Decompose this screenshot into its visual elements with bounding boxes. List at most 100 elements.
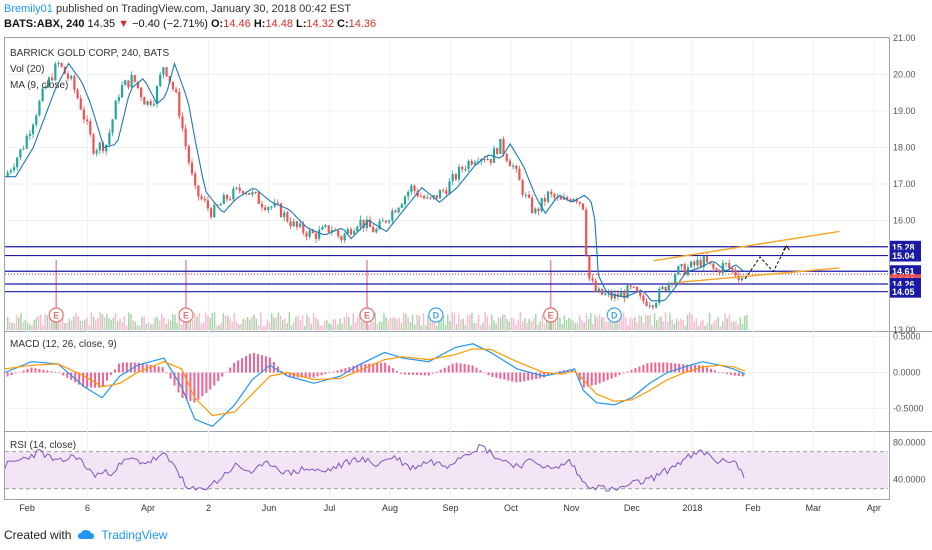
candle-body <box>575 198 578 202</box>
moving-average-line <box>5 61 744 302</box>
volume-bar <box>477 314 480 330</box>
volume-bar <box>268 322 271 330</box>
volume-bar <box>583 322 585 330</box>
macd-histogram-bar <box>304 372 307 378</box>
author-link[interactable]: Bremily01 <box>4 3 53 15</box>
candle-body <box>289 221 292 227</box>
candle-body <box>232 188 235 200</box>
candle-body <box>120 85 124 98</box>
price-tag-label: 14.61 <box>892 267 915 277</box>
volume-bar <box>279 315 282 330</box>
candle-body <box>187 146 190 163</box>
volume-bar <box>132 320 134 330</box>
macd-histogram-bar <box>125 362 128 373</box>
chart-frame <box>4 37 890 500</box>
candle-body <box>238 187 241 192</box>
event-marker <box>359 307 375 323</box>
price-tag <box>889 249 921 262</box>
x-tick-label: 6 <box>85 503 90 513</box>
macd-histogram-bar <box>614 372 617 377</box>
footer: Created with TradingView <box>4 528 167 542</box>
volume-bar <box>449 321 451 330</box>
volume-bar <box>29 324 31 330</box>
volume-bar <box>730 321 733 330</box>
volume-bar <box>381 321 383 330</box>
volume-bar <box>680 318 682 330</box>
volume-bar <box>97 317 99 330</box>
created-with-text: Created with <box>4 528 72 542</box>
macd-histogram-bar <box>340 369 343 373</box>
volume-bar <box>31 325 33 330</box>
candle-body <box>95 150 98 154</box>
macd-histogram-bar <box>733 372 736 376</box>
volume-bar <box>246 317 249 330</box>
macd-histogram-bar <box>511 372 514 382</box>
volume-bar <box>394 317 396 330</box>
volume-bar <box>332 319 335 330</box>
candle-body <box>407 191 410 197</box>
volume-bar <box>367 325 370 330</box>
candle-body <box>16 157 19 168</box>
macd-histogram-bar <box>217 372 220 382</box>
macd-histogram-bar <box>74 372 77 383</box>
candle-body <box>410 185 413 192</box>
volume-bar <box>504 314 506 330</box>
volume-bar <box>92 316 95 330</box>
volume-bar <box>398 317 401 330</box>
event-marker-label: E <box>183 311 189 321</box>
macd-histogram-bar <box>26 368 29 373</box>
candle-body <box>531 197 534 213</box>
macd-histogram-bar <box>324 372 327 375</box>
x-tick-label: Aug <box>382 503 398 513</box>
macd-histogram-bar <box>646 363 649 373</box>
volume-bar <box>460 319 462 330</box>
volume-bar <box>528 318 530 330</box>
chart-canvas[interactable]: Feb 6 Apr 2 Jun Jul Aug Sep Oct Nov Dec 2018 Feb Mar A… <box>0 0 932 520</box>
volume-bar <box>618 314 621 330</box>
volume-bar <box>594 315 596 330</box>
event-marker-label: E <box>53 311 59 321</box>
macd-histogram-bar <box>280 371 283 373</box>
candle-body <box>648 305 651 307</box>
volume-bar <box>607 321 610 330</box>
volume-bar <box>64 323 66 330</box>
macd-histogram-bar <box>22 370 25 373</box>
volume-bar <box>62 315 64 330</box>
volume-bar <box>216 325 218 330</box>
volume-bar <box>609 321 612 330</box>
candle-body <box>241 191 244 194</box>
volume-bar <box>585 313 588 330</box>
volume-bar <box>695 318 698 330</box>
candle-body <box>403 196 407 205</box>
candle-body <box>324 225 327 228</box>
volume-bar <box>737 324 739 330</box>
macd-histogram-bar <box>650 362 653 373</box>
last-price: 14.35 <box>87 18 116 30</box>
volume-bar <box>343 317 346 330</box>
volume-bar <box>11 322 13 330</box>
volume-bar <box>376 324 379 330</box>
macd-histogram-bar <box>435 371 438 373</box>
volume-bar <box>510 317 513 330</box>
macd-histogram-bar <box>598 372 601 384</box>
macd-histogram-bar <box>209 372 212 390</box>
candle-body <box>25 135 28 149</box>
volume-bar <box>44 313 46 330</box>
volume-bar <box>539 321 541 330</box>
volume-bar <box>121 321 123 330</box>
candle-body <box>397 207 400 213</box>
tradingview-link[interactable]: TradingView <box>101 528 168 542</box>
volume-bar <box>596 317 599 330</box>
macd-histogram-bar <box>376 363 379 373</box>
candle-body <box>41 88 44 101</box>
macd-histogram-bar <box>173 372 176 386</box>
candle-body <box>740 278 744 281</box>
macd-histogram-bar <box>499 372 502 379</box>
volume-bar <box>169 320 172 330</box>
macd-histogram-bar <box>610 372 613 379</box>
volume-bar <box>231 321 233 330</box>
candle-body <box>632 286 635 288</box>
volume-bar <box>473 323 475 330</box>
candle-body <box>362 219 365 229</box>
volume-bar <box>704 325 706 330</box>
